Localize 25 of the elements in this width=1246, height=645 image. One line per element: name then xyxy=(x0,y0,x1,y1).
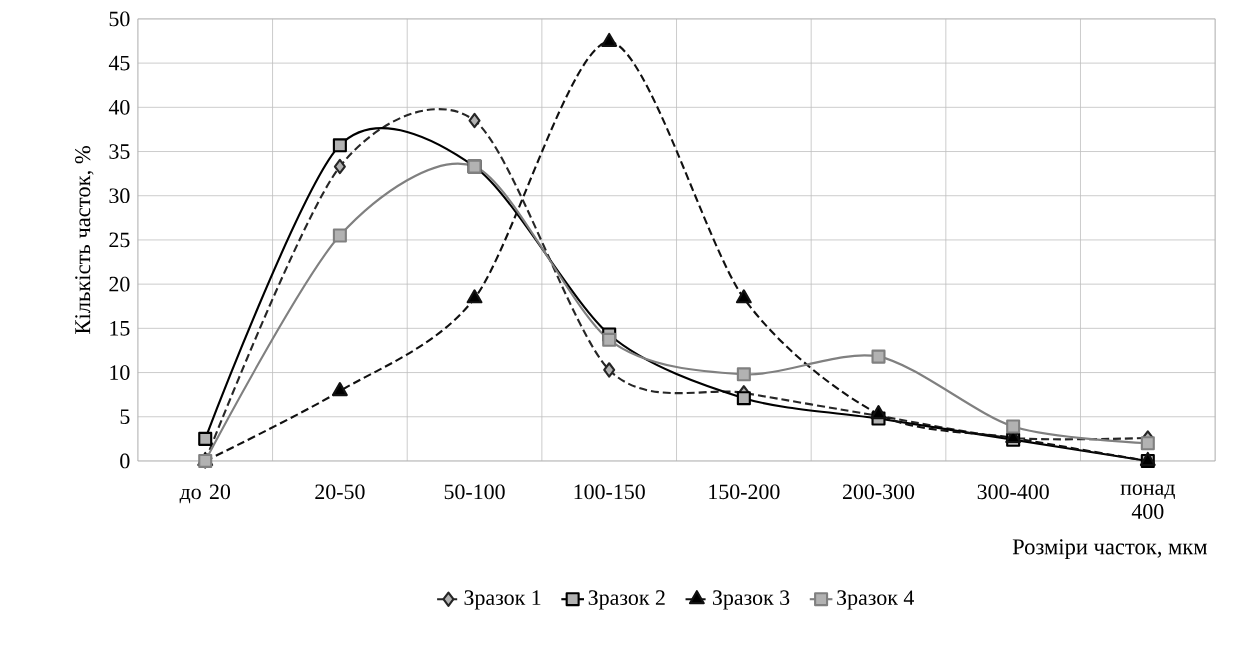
x-tick-label: понад 400 xyxy=(1120,484,1175,519)
y-tick-label: 35 xyxy=(109,144,130,159)
y-tick-label: 0 xyxy=(120,453,130,469)
y-tick-label: 30 xyxy=(109,188,130,204)
x-tick-label: до 20 xyxy=(179,484,231,504)
y-tick-label: 10 xyxy=(110,365,130,380)
legend-label: Зразок 3 xyxy=(712,590,790,610)
y-tick-label: 25 xyxy=(109,232,130,248)
y-tick-label: 15 xyxy=(110,320,130,336)
legend-label: Зразок 1 xyxy=(464,590,541,610)
x-tick-label: 100-150 xyxy=(574,484,645,500)
y-tick-label: 40 xyxy=(108,99,130,115)
x-tick-label: 200-300 xyxy=(842,484,915,500)
y-tick-label: 50 xyxy=(109,11,130,27)
x-tick-label: 300-400 xyxy=(977,484,1049,500)
x-axis-title: Розміри часток, мкм xyxy=(1012,539,1208,559)
legend-label: Зразок 4 xyxy=(837,590,914,610)
legend-label: Зразок 2 xyxy=(588,590,665,610)
x-tick-label: 150-200 xyxy=(709,484,780,500)
x-tick-label: 20-50 xyxy=(315,484,365,500)
y-tick-label: 20 xyxy=(109,276,130,292)
y-tick-label: 45 xyxy=(108,55,130,71)
x-tick-label: 50-100 xyxy=(444,484,505,500)
y-tick-label: 5 xyxy=(120,409,130,424)
y-axis-title: Кількість часток, % xyxy=(75,146,94,334)
